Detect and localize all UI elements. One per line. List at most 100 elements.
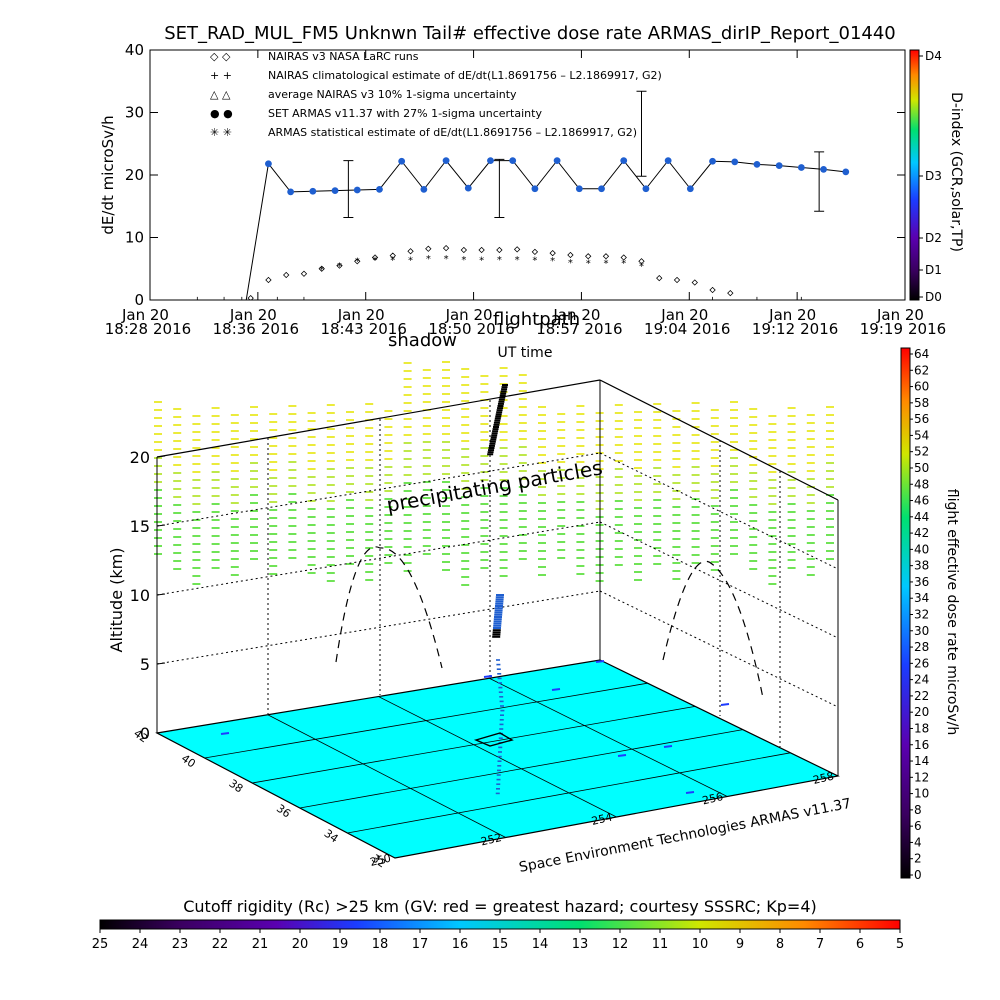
shadow-annotation: shadow	[388, 330, 457, 351]
dose-rate-tick-label: 42	[914, 526, 929, 540]
d-index-ticks: D0 D1 D2 D3 D4	[919, 49, 942, 304]
rigidity-tick-label: 22	[212, 937, 229, 952]
dose-rate-tick-label: 44	[914, 510, 929, 524]
armas-stat-point: *	[337, 262, 342, 273]
rigidity-tick-label: 11	[652, 937, 669, 952]
armas-stat-point: *	[497, 255, 502, 266]
armas-stat-point: *	[461, 255, 466, 266]
dose-rate-tick-label: 6	[914, 819, 922, 833]
d-index-label: D-index (GCR,solar,TP)	[948, 92, 964, 252]
nairas-point	[549, 249, 556, 257]
ground-dose-mark	[663, 745, 673, 748]
top-legend: ◇ ◇ NAIRAS v3 NASA LaRC runs + + NAIRAS cli…	[210, 50, 662, 139]
rigidity-tick-label: 16	[452, 937, 469, 952]
altitude-tick-label: 20	[130, 448, 150, 467]
nairas-clim-point: +	[220, 295, 228, 306]
top-y-ticks: 0 10 20 30 40	[125, 41, 905, 309]
top-x-tick-date: Jan 20	[660, 306, 708, 324]
ground-gridline	[267, 714, 506, 838]
legend-label: average NAIRAS v3 10% 1-sigma uncertaint…	[268, 88, 517, 101]
nairas-point	[709, 286, 716, 294]
altitude-tick-label: 0	[140, 724, 150, 743]
nairas-point	[531, 248, 539, 256]
altitude-tick-label: 5	[140, 655, 150, 674]
wall-gridline	[599, 452, 839, 570]
altitude-tick	[156, 662, 166, 665]
dose-rate-tick-label: 52	[914, 445, 929, 459]
nairas-point	[567, 251, 574, 259]
nairas-point	[247, 294, 254, 300]
top-x-tick-date: Jan 20	[337, 306, 385, 324]
armas-point	[664, 157, 672, 165]
armas-point	[353, 186, 361, 194]
armas-stat-point: *	[355, 257, 360, 268]
armas-point	[753, 160, 761, 168]
rigidity-tick-label: 21	[252, 937, 269, 952]
rigidity-tick-label: 5	[896, 937, 904, 952]
d-index-colorbar	[909, 49, 920, 301]
nairas-clim-point: +	[273, 295, 281, 306]
flightpath-track	[487, 384, 508, 795]
nairas-point	[673, 276, 681, 284]
ground-dose-mark	[595, 660, 605, 663]
nairas-point	[478, 246, 485, 254]
rigidity-tick-label: 20	[292, 937, 309, 952]
top-y-axis-label: dE/dt microSv/h	[99, 115, 117, 234]
altitude-tick	[156, 593, 166, 596]
dose-rate-tick-label: 48	[914, 477, 929, 491]
armas-point	[265, 160, 272, 168]
arc-left	[335, 546, 443, 669]
rigidity-tick-label: 7	[816, 937, 824, 952]
nairas-point	[442, 244, 450, 252]
rigidity-tick-label: 23	[172, 937, 189, 952]
armas-point	[442, 157, 450, 165]
dose-rate-tick-label: 26	[914, 656, 929, 670]
armas-point	[598, 185, 605, 193]
nairas-point	[727, 289, 734, 297]
nairas-point	[585, 253, 592, 260]
rigidity-tick-label: 10	[692, 937, 709, 952]
top-x-tick-time: 18:28	[105, 320, 148, 338]
nairas-clim-point: +	[193, 295, 201, 306]
nairas-point	[318, 265, 325, 272]
top-x-tick-time: 18:50	[428, 320, 471, 338]
chart-title: SET_RAD_MUL_FM5 Unknwn Tail# effective d…	[164, 23, 896, 44]
top-x-tick-year: 2016	[477, 320, 515, 338]
nairas-point	[265, 276, 272, 284]
ground-surface	[155, 659, 840, 859]
top-x-tick-time: 18:36	[213, 320, 256, 338]
dose-rate-tick-label: 54	[914, 428, 929, 442]
dose-rate-tick-label: 56	[914, 412, 929, 426]
precipitating-particles-label: precipitating particles	[385, 455, 605, 517]
armas-stat-point: *	[639, 262, 644, 273]
rigidity-tick-label: 17	[412, 937, 429, 952]
rigidity-tick-label: 12	[612, 937, 629, 952]
legend-label: SET ARMAS v11.37 with 27% 1-sigma uncert…	[268, 107, 542, 120]
top-x-tick-year: 2016	[261, 320, 299, 338]
dose-rate-tick-label: 16	[914, 738, 929, 752]
latitude-tick-label: 40	[179, 752, 198, 771]
top-x-tick-year: 2016	[153, 320, 191, 338]
top-y-tick-label: 30	[125, 104, 144, 122]
ground-dose-mark	[685, 791, 695, 794]
nairas-point	[300, 270, 308, 277]
top-x-tick-date: Jan 20	[552, 306, 600, 324]
altitude-tick-label: 15	[130, 517, 150, 536]
top-x-tick-time: 19:04	[644, 320, 687, 338]
longitude-tick-label: 258	[812, 770, 835, 787]
nairas-point	[513, 246, 521, 253]
top-x-tick-date: Jan 20	[121, 306, 169, 324]
armas-point	[398, 157, 406, 165]
top-x-tick-date: Jan 20	[229, 306, 277, 324]
rigidity-tick-label: 9	[736, 937, 744, 952]
dose-rate-tick-label: 34	[914, 591, 929, 605]
armas-stat-point: *	[479, 255, 484, 266]
dose-rate-tick-label: 20	[914, 705, 929, 719]
legend-symbol: △ △	[210, 88, 231, 101]
legend-label: NAIRAS climatological estimate of dE/dt(…	[268, 69, 662, 82]
armas-stat-point: *	[621, 259, 626, 270]
nairas-clim-point: +	[708, 295, 716, 306]
nairas-point	[638, 258, 645, 265]
nairas-point	[496, 246, 503, 254]
